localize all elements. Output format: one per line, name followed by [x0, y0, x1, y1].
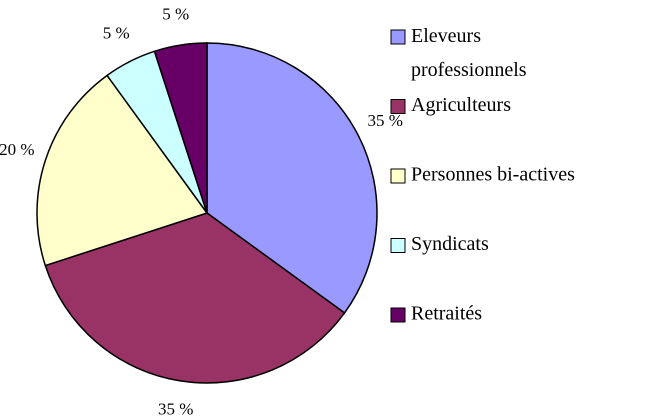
legend-swatch	[390, 99, 406, 114]
pie-slice	[36, 74, 209, 267]
legend-swatch	[390, 168, 406, 184]
value-label: 20 %	[0, 140, 34, 159]
value-label: 35 %	[158, 399, 193, 418]
legend-label: Syndicats	[411, 233, 489, 255]
legend-swatch	[390, 238, 406, 253]
legend-swatch	[390, 307, 406, 323]
legend-label: Eleveurs professionnels	[411, 25, 527, 81]
pie-slice	[153, 42, 208, 214]
pie-slice	[44, 212, 346, 384]
legend-line: professionnels	[411, 59, 527, 81]
value-label: 5 %	[103, 24, 130, 43]
legend-swatch	[390, 29, 406, 45]
legend-label: Personnes bi-actives	[411, 164, 575, 186]
legend-label: Agriculteurs	[411, 94, 511, 116]
value-label: 5 %	[162, 4, 189, 23]
legend-line: Eleveurs	[411, 25, 481, 47]
value-label: 35 %	[367, 111, 402, 130]
legend-label: Retraités	[411, 303, 482, 325]
pie-slice	[206, 42, 378, 314]
